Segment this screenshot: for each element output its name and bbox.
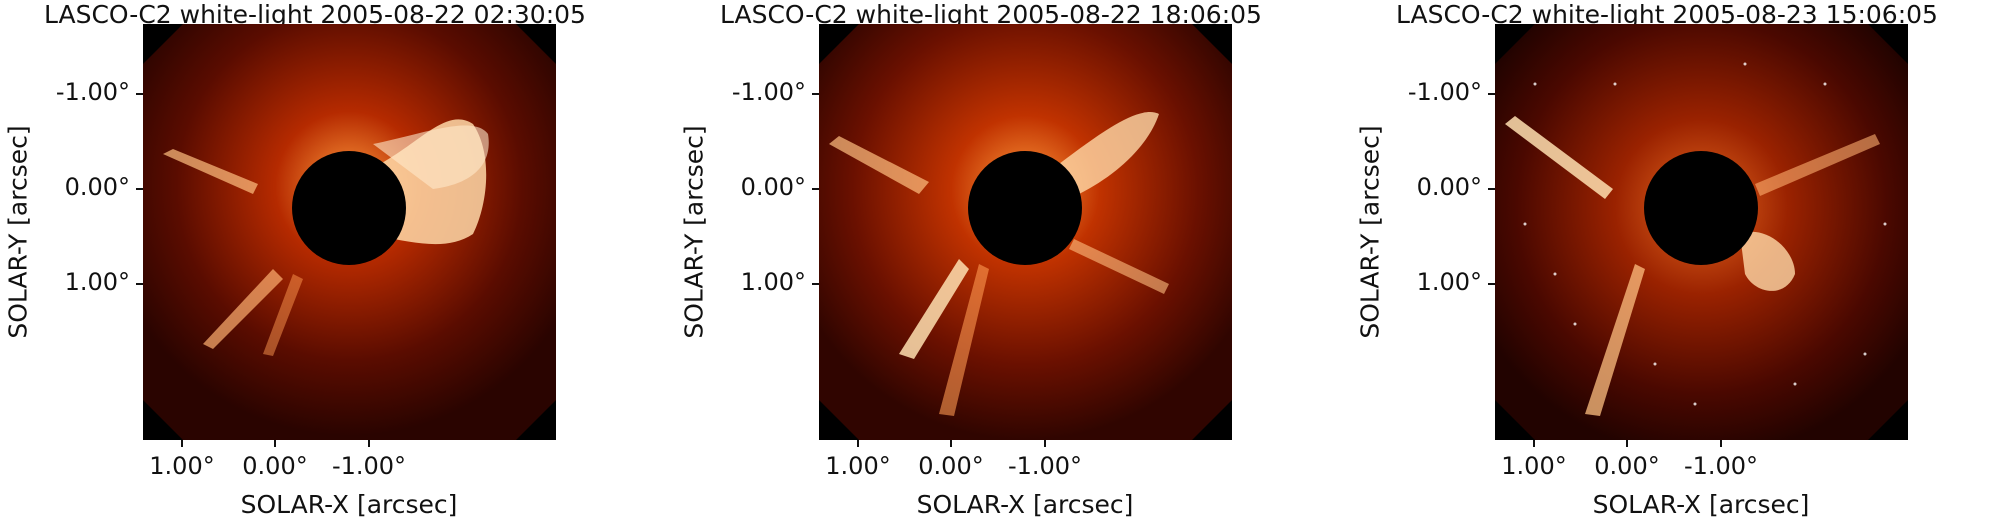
y-axis-label: SOLAR-Y [arcsec] bbox=[679, 125, 709, 339]
x-axis-label: SOLAR-X [arcsec] bbox=[916, 490, 1134, 519]
coronagraph-panel-3: LASCO-C2 white-light 2005-08-23 15:06:05 bbox=[1352, 0, 1992, 528]
y-tick-label: 0.00° bbox=[64, 173, 130, 201]
coronagraph-image bbox=[819, 24, 1232, 440]
y-tick-label: -1.00° bbox=[55, 78, 130, 106]
x-tick-label: 0.00° bbox=[1594, 452, 1660, 480]
x-tick-mark bbox=[1533, 440, 1535, 447]
y-tick-label: 1.00° bbox=[64, 268, 130, 296]
y-axis-label: SOLAR-Y [arcsec] bbox=[1355, 125, 1385, 339]
x-tick-label: 1.00° bbox=[1501, 452, 1567, 480]
y-tick-label: 1.00° bbox=[1416, 268, 1482, 296]
x-tick-label: -1.00° bbox=[1683, 452, 1759, 480]
y-tick-mark bbox=[812, 93, 819, 95]
x-axis-label: SOLAR-X [arcsec] bbox=[240, 490, 458, 519]
coronagraph-panel-1: LASCO-C2 white-light 2005-08-22 02:30:05 bbox=[0, 0, 640, 528]
x-tick-mark bbox=[1720, 440, 1722, 447]
x-tick-mark bbox=[1626, 440, 1628, 447]
x-tick-label: 1.00° bbox=[149, 452, 215, 480]
x-tick-mark bbox=[857, 440, 859, 447]
coronagraph-panel-2: LASCO-C2 white-light 2005-08-22 18:06:05… bbox=[676, 0, 1316, 528]
x-tick-mark bbox=[1044, 440, 1046, 447]
y-tick-mark bbox=[812, 283, 819, 285]
y-tick-mark bbox=[136, 93, 143, 95]
x-tick-mark bbox=[181, 440, 183, 447]
y-tick-label: -1.00° bbox=[731, 78, 806, 106]
x-tick-mark bbox=[950, 440, 952, 447]
y-axis-label: SOLAR-Y [arcsec] bbox=[3, 125, 33, 339]
y-tick-label: 1.00° bbox=[740, 268, 806, 296]
y-tick-label: 0.00° bbox=[1416, 173, 1482, 201]
x-tick-label: 0.00° bbox=[918, 452, 984, 480]
y-tick-mark bbox=[1488, 283, 1495, 285]
y-tick-mark bbox=[136, 283, 143, 285]
x-tick-mark bbox=[274, 440, 276, 447]
y-tick-label: -1.00° bbox=[1407, 78, 1482, 106]
x-tick-label: 1.00° bbox=[825, 452, 891, 480]
y-tick-mark bbox=[1488, 188, 1495, 190]
y-tick-mark bbox=[136, 188, 143, 190]
x-tick-label: 0.00° bbox=[242, 452, 308, 480]
coronagraph-image bbox=[1495, 24, 1908, 440]
x-tick-label: -1.00° bbox=[331, 452, 407, 480]
y-tick-label: 0.00° bbox=[740, 173, 806, 201]
x-tick-label: -1.00° bbox=[1007, 452, 1083, 480]
y-tick-mark bbox=[812, 188, 819, 190]
x-tick-mark bbox=[368, 440, 370, 447]
coronagraph-image bbox=[143, 24, 556, 440]
y-tick-mark bbox=[1488, 93, 1495, 95]
x-axis-label: SOLAR-X [arcsec] bbox=[1592, 490, 1810, 519]
